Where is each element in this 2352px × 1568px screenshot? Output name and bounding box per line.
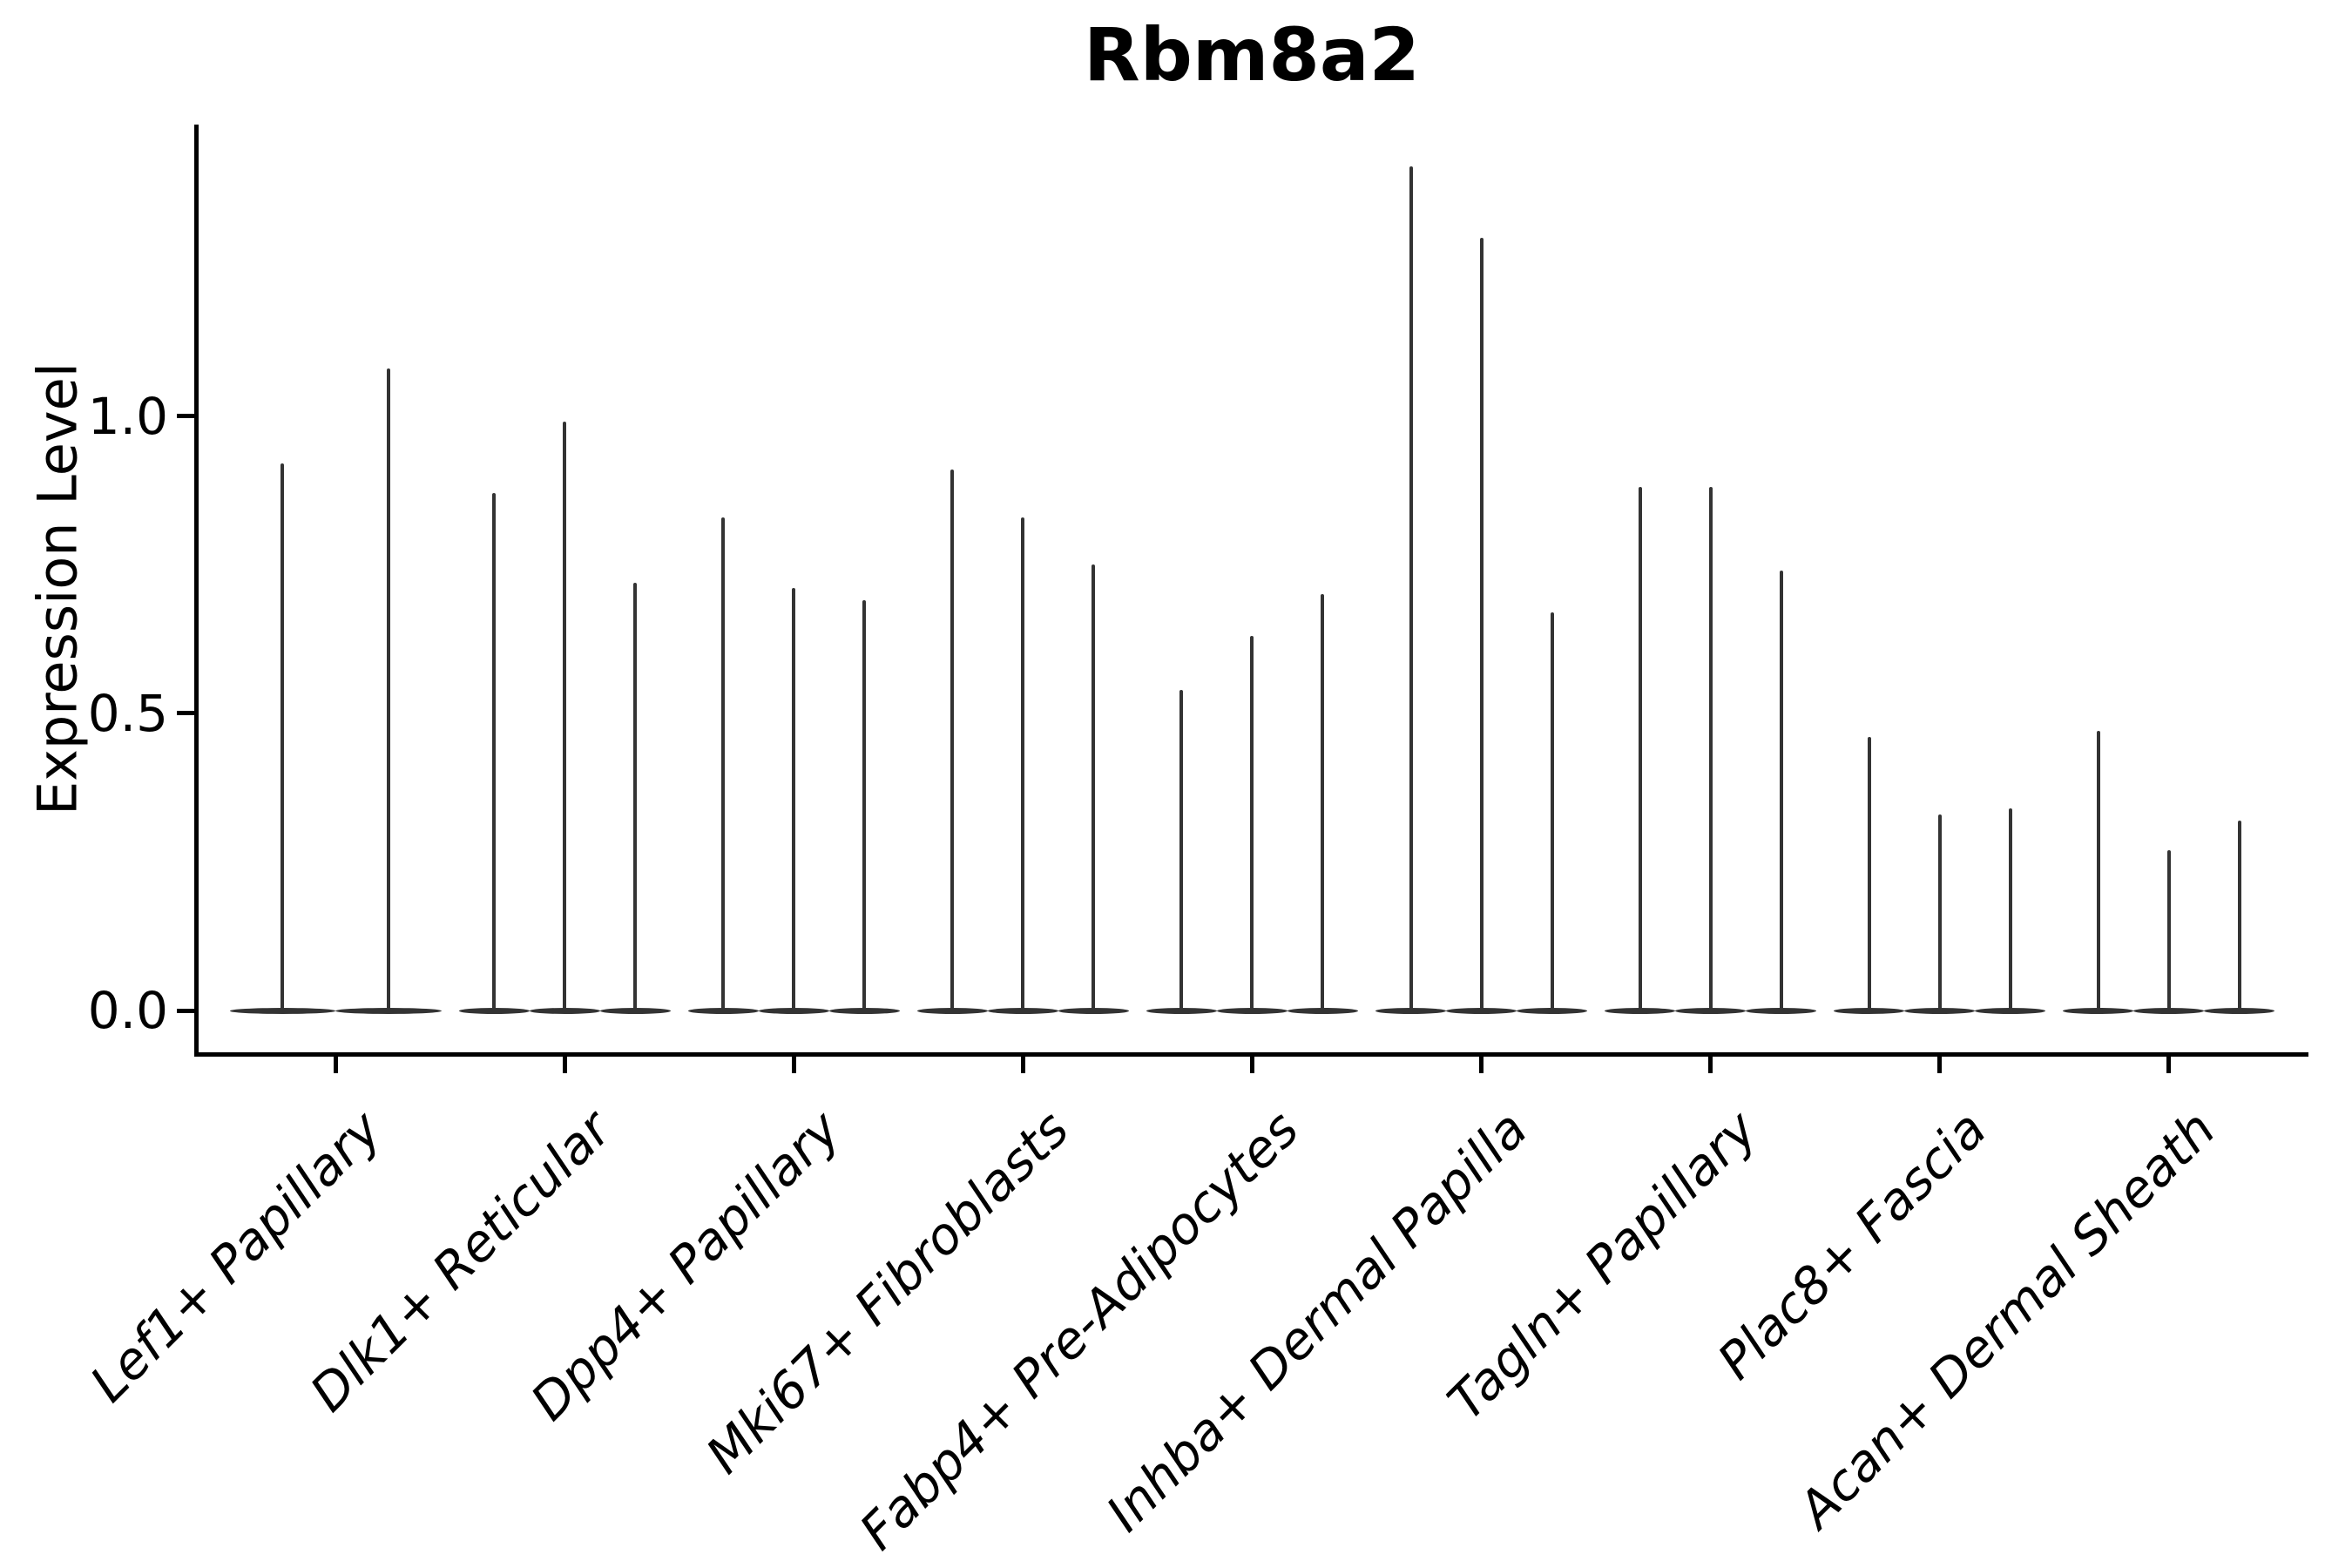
violin-body	[458, 1007, 530, 1014]
violin-body	[1675, 1007, 1747, 1014]
violin-max-spike	[721, 517, 726, 1011]
x-axis-tick	[333, 1054, 338, 1073]
violin-body	[599, 1007, 671, 1014]
violin-max-spike	[2237, 820, 2241, 1011]
left-axis-spine	[194, 125, 199, 1057]
violin-max-spike	[633, 582, 638, 1011]
violin-max-spike	[492, 493, 497, 1011]
violin-body	[2204, 1007, 2275, 1014]
violin-body	[1446, 1007, 1517, 1014]
y-axis-tick	[177, 711, 196, 716]
violin-max-spike	[1321, 594, 1325, 1011]
x-axis-tick	[2166, 1054, 2172, 1073]
violin-max-spike	[280, 463, 285, 1011]
x-axis-tick	[562, 1054, 567, 1073]
violin-max-spike	[2008, 808, 2012, 1011]
violin-max-spike	[1092, 564, 1096, 1011]
violin-body	[828, 1007, 900, 1014]
violin-body	[1975, 1007, 2046, 1014]
x-axis-tick	[1020, 1054, 1025, 1073]
y-axis-tick	[177, 1008, 196, 1013]
x-axis-tick	[1708, 1054, 1713, 1073]
y-axis-tick-label: 1.0	[87, 386, 168, 446]
violin-max-spike	[1179, 689, 1184, 1011]
violin-body	[2063, 1007, 2134, 1014]
violin-max-spike	[1550, 612, 1554, 1011]
violin-max-spike	[1250, 636, 1254, 1011]
x-axis-category-label: Inhba+ Dermal Papilla	[1095, 1099, 1539, 1544]
violin-body	[1605, 1007, 1676, 1014]
violin-body	[1834, 1007, 1905, 1014]
violin-body	[335, 1007, 442, 1014]
violin-max-spike	[1867, 737, 1871, 1011]
chart-title: Rbm8a2	[1084, 12, 1420, 98]
violin-body	[1216, 1007, 1288, 1014]
y-axis-tick-label: 0.5	[87, 683, 168, 743]
x-axis-tick	[1249, 1054, 1254, 1073]
violin-body	[987, 1007, 1058, 1014]
violin-max-spike	[1021, 517, 1025, 1011]
violin-max-spike	[563, 422, 567, 1011]
violin-body	[1146, 1007, 1217, 1014]
violin-max-spike	[1638, 487, 1642, 1011]
violin-body	[1517, 1007, 1587, 1014]
violin-max-spike	[2096, 731, 2100, 1011]
violin-max-spike	[2166, 849, 2171, 1011]
violin-body	[687, 1007, 759, 1014]
violin-max-spike	[792, 588, 796, 1011]
violin-max-spike	[386, 368, 390, 1011]
violin-body	[229, 1007, 335, 1014]
y-axis-label: Expression Level	[25, 362, 90, 815]
violin-max-spike	[1708, 487, 1713, 1011]
x-axis-tick	[1479, 1054, 1484, 1073]
violin-body	[2133, 1007, 2205, 1014]
x-axis-tick	[1937, 1054, 1943, 1073]
violin-body	[1375, 1007, 1446, 1014]
violin-body	[1058, 1007, 1129, 1014]
violin-body	[1904, 1007, 1976, 1014]
x-axis-category-label: Acan+ Dermal Sheath	[1787, 1099, 2227, 1539]
violin-body	[758, 1007, 829, 1014]
violin-max-spike	[1479, 237, 1484, 1011]
violin-max-spike	[1779, 570, 1783, 1011]
x-axis-tick	[791, 1054, 796, 1073]
y-axis-tick-label: 0.0	[87, 981, 168, 1041]
violin-max-spike	[1937, 814, 1942, 1011]
violin-body	[916, 1007, 988, 1014]
x-axis-category-label: Fabp4+ Pre-Adipocytes	[848, 1099, 1310, 1562]
violin-max-spike	[950, 469, 955, 1011]
y-axis-tick	[177, 414, 196, 418]
violin-body	[529, 1007, 600, 1014]
violin-body	[1287, 1007, 1358, 1014]
violin-max-spike	[862, 600, 867, 1011]
violin-max-spike	[1409, 166, 1413, 1011]
violin-body	[1746, 1007, 1817, 1014]
